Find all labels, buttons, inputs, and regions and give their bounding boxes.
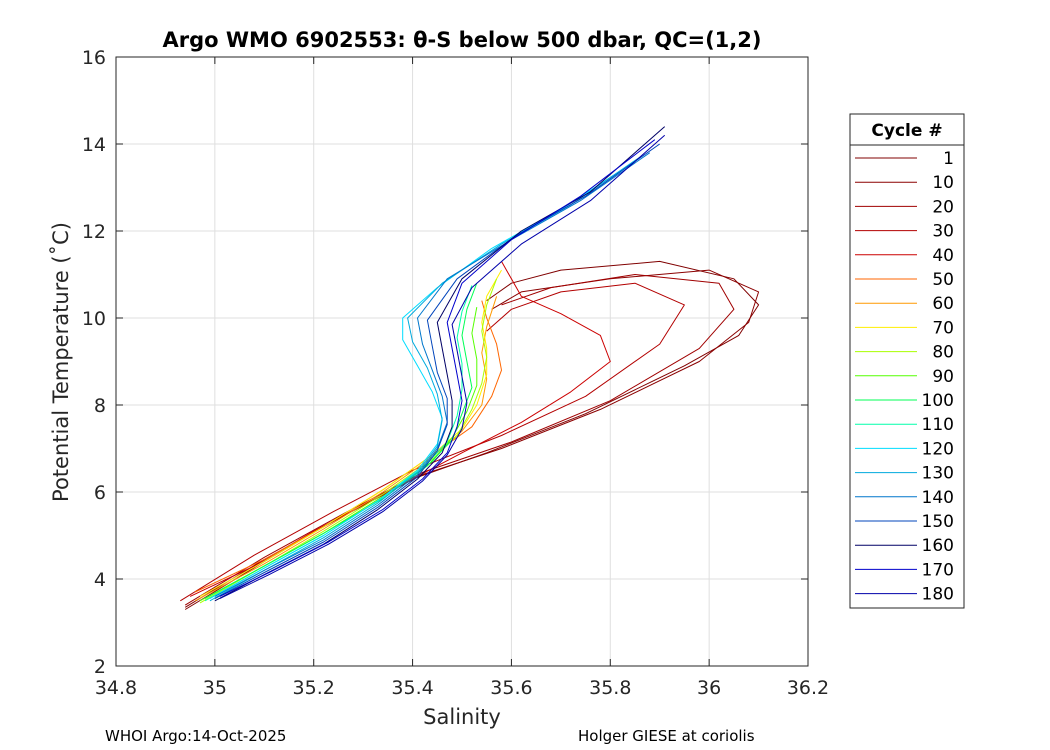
series-line-cycle-20 — [184, 274, 735, 606]
legend-label-cycle-20: 20 — [932, 197, 954, 217]
legend-label-cycle-160: 160 — [922, 536, 954, 556]
legend-label-cycle-180: 180 — [922, 585, 954, 605]
legend-label-cycle-120: 120 — [922, 439, 954, 459]
y-tick-label: 4 — [94, 569, 106, 591]
footer-right-credit: Holger GIESE at coriolis — [578, 727, 755, 745]
axis-ticks: 34.8 35 35.2 35.4 35.6 35.8 36 36.2 2 4 6 8 10 12 14 16 — [82, 47, 829, 699]
series-line-cycle-120 — [209, 160, 636, 600]
footer-left-credit: WHOI Argo:14-Oct-2025 — [105, 727, 286, 745]
x-tick-label: 36.2 — [787, 677, 829, 699]
legend-label-cycle-100: 100 — [922, 391, 954, 411]
y-tick-label: 8 — [94, 395, 106, 417]
series-line-cycle-150 — [214, 143, 660, 600]
y-tick-label: 14 — [82, 134, 106, 156]
series-line-cycle-80 — [199, 278, 498, 604]
y-tick-label: 6 — [94, 482, 106, 504]
legend-label-cycle-40: 40 — [932, 246, 954, 266]
legend-label-cycle-10: 10 — [932, 173, 954, 193]
y-tick-label: 12 — [82, 221, 106, 243]
series-line-cycle-180 — [219, 134, 666, 600]
y-tick-label: 10 — [82, 308, 106, 330]
legend-label-cycle-50: 50 — [932, 270, 954, 290]
series-line-cycle-50 — [194, 300, 502, 593]
series-line-cycle-130 — [209, 156, 641, 602]
legend-label-cycle-60: 60 — [932, 294, 954, 314]
legend-label-cycle-30: 30 — [932, 222, 954, 242]
x-tick-label: 35.4 — [391, 677, 433, 699]
legend-label-cycle-130: 130 — [922, 464, 954, 484]
legend: Cycle # 11020304050607080901001101201301… — [849, 113, 965, 609]
series-line-cycle-30 — [180, 282, 685, 602]
legend-label-cycle-140: 140 — [922, 488, 954, 508]
chart-title: Argo WMO 6902553: θ-S below 500 dbar, QC… — [163, 28, 762, 52]
series-line-cycle-140 — [214, 152, 651, 597]
series-line-cycle-60 — [194, 296, 498, 602]
x-axis-label: Salinity — [423, 705, 501, 729]
legend-box — [849, 113, 965, 609]
x-tick-label: 34.8 — [95, 677, 137, 699]
legend-title: Cycle # — [871, 121, 942, 141]
series-line-cycle-70 — [199, 269, 502, 597]
legend-label-cycle-110: 110 — [922, 415, 954, 435]
legend-label-cycle-70: 70 — [932, 318, 954, 338]
x-tick-label: 35.8 — [589, 677, 631, 699]
plot-area-border — [115, 56, 809, 667]
x-tick-label: 35 — [203, 677, 227, 699]
y-axis-label: Potential Temperature (˚C) — [49, 222, 73, 502]
y-tick-label: 16 — [82, 47, 106, 69]
legend-label-cycle-80: 80 — [932, 343, 954, 363]
y-tick-label: 2 — [94, 656, 106, 678]
series-line-cycle-170 — [219, 139, 656, 597]
legend-label-cycle-170: 170 — [922, 560, 954, 580]
series-line-cycle-40 — [189, 261, 611, 597]
legend-label-cycle-150: 150 — [922, 512, 954, 532]
legend-label-cycle-90: 90 — [932, 367, 954, 387]
legend-label-cycle-1: 1 — [943, 149, 954, 169]
series-line-cycle-160 — [214, 126, 666, 602]
x-tick-label: 36 — [697, 677, 721, 699]
series-lines — [180, 126, 760, 610]
x-tick-label: 35.2 — [293, 677, 335, 699]
x-tick-label: 35.6 — [490, 677, 532, 699]
